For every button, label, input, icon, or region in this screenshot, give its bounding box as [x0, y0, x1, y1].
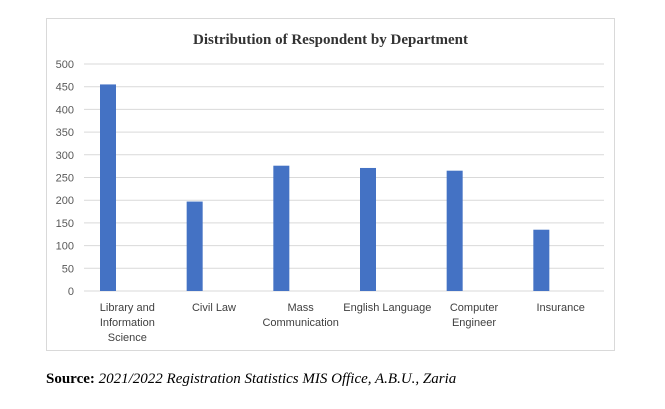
- y-tick-label: 400: [56, 104, 74, 116]
- y-tick-label: 200: [56, 195, 74, 207]
- source-label: Source:: [46, 371, 95, 387]
- y-tick-label: 250: [56, 173, 74, 185]
- y-tick-label: 100: [56, 241, 74, 253]
- bar: [273, 165, 290, 291]
- bar: [446, 170, 463, 291]
- y-tick-label: 300: [56, 150, 74, 162]
- y-tick-label: 50: [62, 263, 74, 275]
- y-tick-label: 500: [56, 59, 74, 71]
- bar: [360, 167, 376, 291]
- y-tick-label: 450: [56, 82, 74, 94]
- x-tick-label: Mass Communication: [262, 302, 338, 329]
- source-line: Source: 2021/2022 Registration Statistic…: [46, 371, 456, 388]
- bar: [533, 229, 550, 291]
- bar: [100, 84, 116, 292]
- y-tick-label: 150: [56, 218, 74, 230]
- chart-frame: Distribution of Respondent by Department…: [46, 18, 615, 351]
- y-tick-label: 350: [56, 127, 74, 139]
- bar-chart: 0 50 100 150 200 250 300 350 400 450 500 Library an…: [56, 59, 604, 344]
- x-tick-label: English Language: [343, 302, 431, 314]
- y-tick-label: 0: [68, 286, 74, 298]
- x-tick-label: Computer Engineer: [450, 302, 499, 329]
- x-tick-label: Insurance: [537, 302, 585, 314]
- x-tick-label: Civil Law: [192, 302, 236, 314]
- bar: [186, 201, 203, 291]
- source-text: 2021/2022 Registration Statistics MIS Of…: [98, 371, 457, 387]
- x-tick-label: Library and Information Science: [100, 302, 155, 344]
- chart-title: Distribution of Respondent by Department: [192, 32, 468, 48]
